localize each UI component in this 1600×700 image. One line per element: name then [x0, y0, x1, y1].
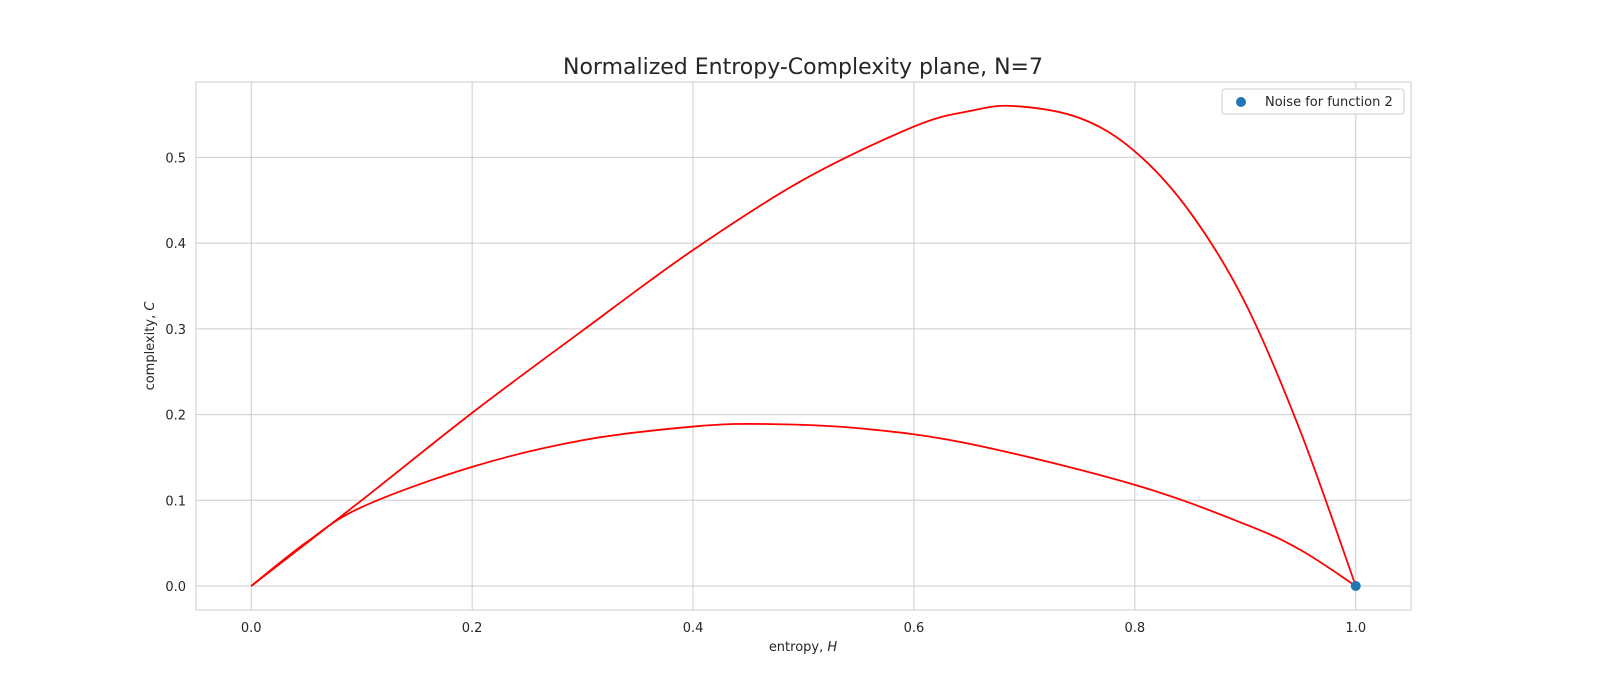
x-tick-label: 0.4 — [683, 621, 704, 636]
x-tick-label: 0.2 — [462, 621, 483, 636]
y-tick-label: 0.5 — [165, 151, 186, 166]
x-axis-label: entropy, H — [769, 640, 838, 655]
x-axis-label-var: H — [827, 640, 837, 655]
lower-bound-line — [250, 422, 1357, 587]
y-tick-label: 0.4 — [165, 237, 186, 252]
legend-label: Noise for function 2 — [1265, 95, 1393, 110]
legend: Noise for function 2 — [1221, 88, 1405, 115]
legend-box — [1221, 88, 1405, 115]
y-tick-label: 0.1 — [165, 494, 186, 509]
x-axis-label-text: entropy, — [769, 640, 823, 655]
y-tick-label: 0.3 — [165, 323, 186, 338]
upper-bound-line — [250, 104, 1357, 587]
x-tick-label: 0.0 — [241, 621, 262, 636]
x-ticks: 0.0 0.2 0.4 0.6 0.8 1.0 — [241, 621, 1366, 636]
lines — [250, 104, 1357, 587]
x-tick-label: 0.8 — [1125, 621, 1146, 636]
y-axis-label: complexity, C — [143, 301, 158, 391]
y-ticks: 0.0 0.1 0.2 0.3 0.4 0.5 — [165, 151, 186, 595]
scatter-point — [1350, 581, 1361, 591]
y-axis-label-text: complexity, — [143, 315, 158, 391]
grid — [196, 82, 1411, 610]
y-tick-label: 0.2 — [165, 409, 186, 424]
points — [1350, 581, 1361, 591]
chart-title: Normalized Entropy-Complexity plane, N=7 — [563, 55, 1043, 80]
x-tick-label: 1.0 — [1345, 621, 1366, 636]
legend-marker — [1236, 97, 1246, 107]
y-axis-label-var: C — [143, 301, 158, 311]
plot-frame — [195, 81, 1412, 611]
x-tick-label: 0.6 — [904, 621, 925, 636]
y-tick-label: 0.0 — [165, 580, 186, 595]
